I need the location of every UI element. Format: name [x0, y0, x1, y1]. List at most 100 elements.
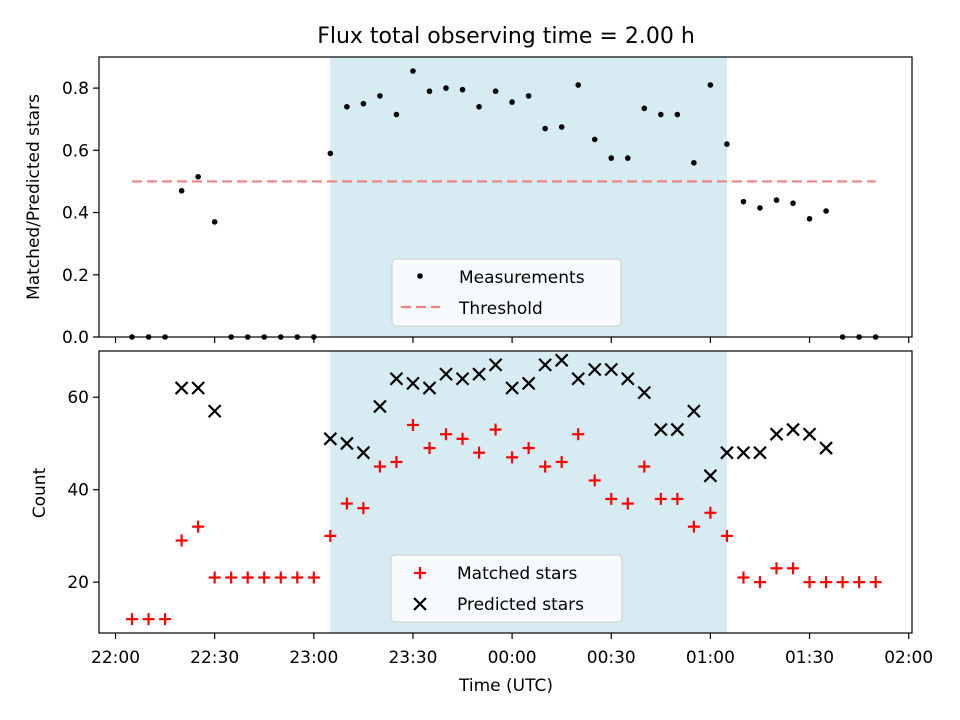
matched-star-point: [175, 534, 188, 547]
matched-star-point: [787, 562, 800, 575]
y-tick-label: 60: [67, 388, 89, 408]
predicted-x-b: [521, 376, 536, 391]
predicted-x-b: [191, 381, 205, 395]
predicted-x-b: [604, 362, 619, 377]
matched-star-point: [307, 571, 320, 584]
measurement-point: [757, 205, 763, 211]
matched-star-point: [720, 529, 733, 542]
bottom-panel-counts: 20 40 60 22:00 22:30 23:00 23:30 00:00 00:30 01:…: [30, 350, 933, 696]
legend-predicted-label: Predicted stars: [457, 595, 584, 615]
predicted-x-b: [571, 371, 585, 386]
x-tick-label: 01:30: [785, 648, 834, 668]
matched-star-point: [357, 502, 370, 515]
predicted-star-point: [455, 371, 470, 386]
measurement-point: [509, 99, 515, 105]
measurement-point: [426, 88, 433, 95]
x-tick-label: 23:00: [289, 648, 338, 668]
legend-measurement-marker: [417, 273, 423, 279]
matched-star-point: [126, 613, 139, 626]
bottom-axes-frame: [98, 350, 913, 634]
matched-star-point: [291, 571, 304, 584]
chart-title: Flux total observing time = 2.00 h: [317, 24, 695, 49]
predicted-x-b: [488, 358, 503, 372]
matched-star-point: [687, 520, 700, 533]
measurement-point: [740, 198, 747, 205]
predicted-star-point: [538, 358, 552, 372]
top-legend-box: [391, 258, 622, 327]
measurement-point: [806, 215, 813, 222]
predicted-x-b: [637, 385, 652, 400]
matched-star-point: [588, 474, 601, 487]
matched-star-point: [621, 497, 634, 510]
predicted-star-point: [687, 404, 701, 418]
bottom-y-ticks: 20 40 60: [67, 388, 99, 593]
predicted-star-point: [356, 445, 371, 460]
top-axes-frame: [98, 56, 913, 338]
matched-star-point: [423, 442, 436, 455]
matched-star-point: [159, 613, 172, 626]
predicted-x-b: [356, 445, 371, 460]
measurement-point: [211, 219, 218, 225]
legend-threshold-label: Threshold: [458, 299, 543, 319]
legend-matched-marker: [414, 567, 426, 579]
bottom-x-ticks: 22:00 22:30 23:00 23:30 00:00 00:30 01:00 01:30…: [91, 633, 933, 668]
matched-star-point: [489, 423, 502, 436]
measurement-point: [691, 159, 697, 166]
measurement-point: [443, 85, 449, 91]
matched-star-point: [869, 576, 882, 589]
predicted-star-point: [604, 362, 619, 377]
matched-star-point: [208, 571, 221, 584]
predicted-star-point: [439, 367, 453, 381]
predicted-star-point: [191, 381, 205, 395]
matched-star-point: [241, 571, 254, 584]
measurement-point: [823, 208, 829, 214]
measurement-point: [724, 141, 730, 147]
predicted-x-b: [422, 381, 437, 395]
predicted-x-b: [406, 376, 420, 391]
predicted-star-point: [488, 358, 503, 372]
matched-star-point: [522, 442, 535, 455]
predicted-star-point: [786, 422, 800, 437]
predicted-star-point: [389, 371, 404, 386]
top-legend: Measurements Threshold: [391, 258, 622, 327]
measurement-point: [575, 82, 582, 88]
predicted-star-point: [720, 445, 734, 460]
measurement-point: [773, 197, 780, 203]
predicted-star-point: [571, 371, 585, 386]
predicted-star-point: [819, 441, 833, 455]
matched-star-point: [142, 613, 155, 626]
matched-star-point: [373, 460, 386, 473]
measurement-point: [525, 93, 532, 99]
bottom-legend-box: [390, 554, 623, 623]
matched-star-point: [737, 571, 750, 584]
predicted-x-b: [621, 371, 635, 386]
measurement-point: [492, 88, 499, 95]
predicted-x-b: [819, 441, 833, 455]
matched-star-point: [671, 492, 684, 505]
matched-star-point: [473, 446, 486, 459]
matched-star-point: [456, 432, 469, 445]
measurement-point: [707, 82, 714, 88]
legend-predicted-marker: [413, 597, 427, 611]
measurement-point: [608, 155, 615, 161]
predicted-x-b: [753, 445, 767, 460]
predicted-x-b: [373, 399, 387, 414]
predicted-x-b: [323, 432, 338, 446]
matched-star-point: [853, 576, 866, 589]
measurement-point: [195, 173, 201, 180]
top-panel-measurements: 0.00.20.40.60.8 Matched/Predicted stars …: [24, 56, 913, 348]
predicted-x-b: [455, 371, 470, 386]
predicted-x-b: [670, 422, 685, 437]
predicted-star-point: [472, 367, 486, 381]
y-tick-label: 0.0: [62, 328, 89, 348]
predicted-x-b: [439, 367, 453, 381]
predicted-star-point: [736, 445, 751, 460]
predicted-star-point: [505, 381, 519, 395]
measurement-point: [410, 68, 416, 74]
predicted-star-point: [323, 432, 338, 446]
matched-star-point: [555, 455, 568, 468]
predicted-x-b: [736, 445, 751, 460]
measurement-point: [344, 103, 350, 110]
top-y-ticks: 0.0 0.2 0.4 0.6 0.8: [62, 79, 99, 348]
measurement-point: [178, 187, 185, 194]
